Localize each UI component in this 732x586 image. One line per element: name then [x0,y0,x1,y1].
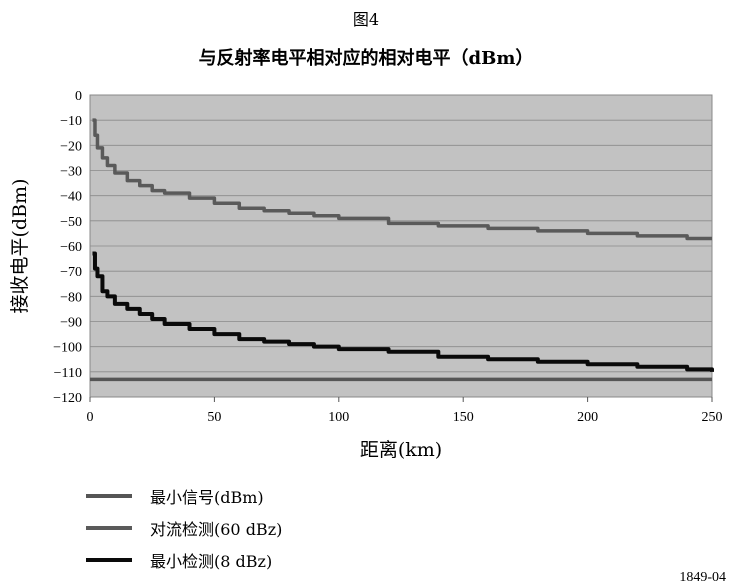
legend-label: 对流检测(60 dBz) [150,520,283,539]
x-tick-label: 200 [577,410,598,425]
x-tick-label: 50 [207,410,221,425]
y-tick-label: −50 [60,215,82,230]
x-tick-label: 250 [702,410,723,425]
x-tick-label: 150 [453,410,474,425]
legend: 最小信号(dBm) 对流检测(60 dBz) 最小检测(8 dBz) [86,480,282,576]
y-tick-label: −40 [60,190,82,205]
legend-label: 最小检测(8 dBz) [150,552,273,571]
x-axis-ticks: 0 50 100 150 200 250 [87,397,723,425]
series-line-3 [92,251,714,372]
y-tick-label: −20 [60,139,82,154]
y-tick-label: −60 [60,240,82,255]
x-axis-label: 距离(km) [360,439,442,461]
y-tick-label: −80 [60,290,82,305]
legend-swatch [86,494,132,498]
y-tick-label: −110 [54,366,82,381]
y-tick-label: 0 [75,89,82,104]
grid-lines [90,119,712,373]
y-axis-label: 接收电平(dBm) [9,179,31,314]
legend-item: 最小信号(dBm) [86,480,282,512]
x-tick-label: 100 [328,410,349,425]
legend-label: 最小信号(dBm) [150,488,264,507]
y-tick-label: −120 [53,391,82,406]
figure-code: 1849-04 [679,570,726,585]
y-tick-label: −100 [53,341,82,356]
line-chart: 0 −10 −20 −30 −40 −50 −60 −70 −80 −90 −100 −110 −120… [9,89,723,461]
legend-item: 最小检测(8 dBz) [86,544,282,576]
series-lines [90,118,714,382]
legend-item: 对流检测(60 dBz) [86,512,282,544]
legend-swatch [86,526,132,530]
chart-title: 与反射率电平相对应的相对电平（dBm） [198,48,534,69]
x-tick-label: 0 [87,410,94,425]
figure-number: 图4 [352,10,380,29]
series-line-2 [92,118,712,241]
y-tick-label: −30 [60,165,82,180]
legend-swatch [86,558,132,562]
y-tick-label: −90 [60,316,82,331]
y-tick-label: −70 [60,265,82,280]
y-axis-ticks: 0 −10 −20 −30 −40 −50 −60 −70 −80 −90 −100 −110 −120 [53,89,82,406]
y-tick-label: −10 [60,114,82,129]
